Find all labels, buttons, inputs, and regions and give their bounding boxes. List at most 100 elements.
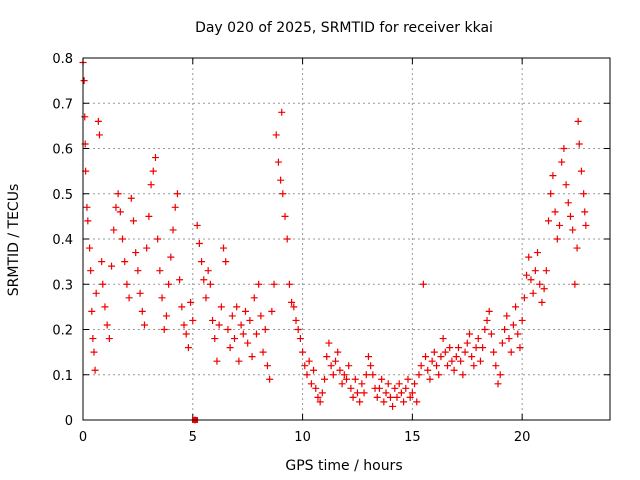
data-point-marker: [433, 362, 441, 370]
x-axis-label: GPS time / hours: [285, 458, 402, 474]
data-point-marker: [314, 393, 322, 401]
data-point-marker: [446, 344, 454, 352]
data-point-marker: [551, 208, 559, 216]
data-point-marker: [364, 353, 372, 361]
data-point-marker: [338, 380, 346, 388]
data-point-marker: [450, 366, 458, 374]
data-point-marker: [252, 330, 260, 338]
data-point-marker: [558, 158, 566, 166]
data-point-marker: [386, 393, 394, 401]
data-point-marker: [274, 158, 282, 166]
data-point-marker: [87, 267, 95, 275]
data-point-marker: [248, 353, 256, 361]
data-point-marker: [213, 357, 221, 365]
data-point-marker: [479, 344, 487, 352]
data-point-marker: [206, 280, 214, 288]
data-point-marker: [116, 208, 124, 216]
data-point-marker: [549, 172, 557, 180]
data-point-marker: [303, 371, 311, 379]
data-point-marker: [301, 362, 309, 370]
data-point-marker: [94, 117, 102, 125]
data-point-marker: [189, 316, 197, 324]
data-point-marker: [132, 249, 140, 257]
data-point-marker: [454, 344, 462, 352]
data-point-marker: [542, 267, 550, 275]
data-point-marker: [353, 389, 361, 397]
data-point-marker: [389, 402, 397, 410]
data-point-marker: [417, 362, 425, 370]
data-point-marker: [310, 366, 318, 374]
data-points: [79, 59, 590, 424]
data-point-marker: [332, 357, 340, 365]
data-point-marker: [472, 344, 480, 352]
data-point-marker: [468, 353, 476, 361]
data-point-marker: [83, 203, 91, 211]
x-tick-label: 10: [294, 430, 311, 445]
data-point-marker: [375, 384, 383, 392]
data-point-marker: [391, 384, 399, 392]
data-point-marker: [531, 267, 539, 275]
data-point-marker: [536, 280, 544, 288]
data-point-marker: [81, 113, 89, 121]
data-point-marker: [459, 371, 467, 379]
data-point-marker: [545, 217, 553, 225]
data-point-marker: [154, 235, 162, 243]
y-tick-label: 0.1: [52, 369, 73, 384]
data-point-marker: [318, 389, 326, 397]
data-point-marker: [393, 393, 401, 401]
data-point-marker: [200, 276, 208, 284]
data-point-marker: [89, 335, 97, 343]
data-point-marker: [580, 190, 588, 198]
data-point-marker: [503, 312, 511, 320]
data-point-marker: [167, 253, 175, 261]
data-point-marker: [263, 362, 271, 370]
axis-ticks: 0 0.1 0.2 0.3 0.4 0.5 0.6 0.7 0.8 0 5 10 15 20: [52, 52, 610, 445]
data-point-marker: [99, 280, 107, 288]
data-point-marker: [187, 298, 195, 306]
data-point-marker: [108, 262, 116, 270]
data-point-marker: [305, 357, 313, 365]
data-point-marker: [362, 371, 370, 379]
data-point-marker: [483, 316, 491, 324]
data-point-marker: [463, 339, 471, 347]
data-point-marker: [92, 289, 100, 297]
data-point-marker: [481, 326, 489, 333]
data-point-marker: [358, 380, 366, 388]
data-point-marker: [239, 330, 247, 338]
data-point-marker: [277, 176, 285, 184]
data-point-marker: [327, 362, 335, 370]
data-point-marker: [121, 258, 129, 266]
data-point-marker: [465, 330, 473, 338]
data-point-marker: [430, 348, 438, 356]
data-point-marker: [547, 190, 555, 198]
data-point-marker: [415, 371, 423, 379]
y-tick-label: 0.7: [52, 97, 73, 112]
data-point-marker: [217, 303, 225, 311]
data-point-marker: [171, 203, 179, 211]
data-point-marker: [538, 298, 546, 306]
y-tick-label: 0.3: [52, 278, 73, 293]
data-point-marker: [84, 217, 92, 225]
data-point-marker: [279, 190, 287, 198]
data-point-marker: [235, 357, 243, 365]
data-point-marker: [231, 335, 239, 343]
data-point-marker: [512, 303, 520, 311]
data-point-marker: [553, 235, 561, 243]
plot-frame: [82, 57, 611, 421]
data-point-marker: [435, 371, 443, 379]
data-point-marker: [80, 77, 88, 85]
data-point-marker: [573, 244, 581, 252]
data-point-marker: [103, 321, 111, 329]
x-tick-label: 15: [404, 430, 421, 445]
data-point-marker: [215, 321, 223, 329]
data-point-marker: [226, 344, 234, 352]
data-point-marker: [566, 212, 574, 220]
data-point-marker: [292, 316, 300, 324]
y-tick-label: 0: [65, 414, 73, 429]
data-point-marker: [173, 190, 181, 198]
data-point-marker: [202, 294, 210, 302]
data-point-marker: [149, 167, 157, 175]
data-point-marker: [101, 303, 109, 311]
data-point-marker: [222, 258, 230, 266]
data-point-marker: [404, 375, 412, 383]
